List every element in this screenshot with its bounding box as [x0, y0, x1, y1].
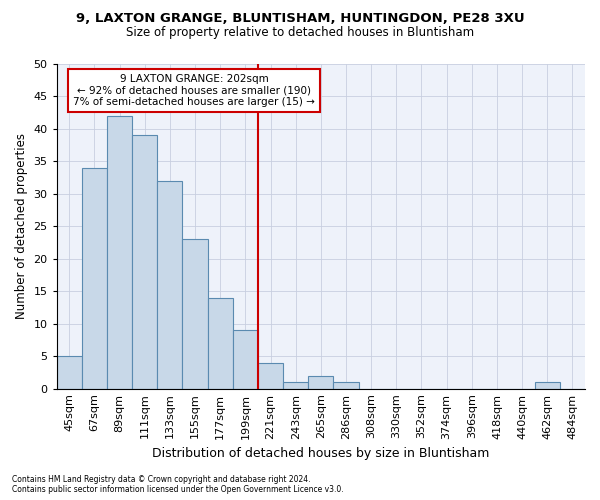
Bar [233, 330, 258, 388]
Text: Contains HM Land Registry data © Crown copyright and database right 2024.: Contains HM Land Registry data © Crown c… [12, 475, 311, 484]
Bar [283, 382, 308, 388]
Bar [182, 240, 208, 388]
X-axis label: Distribution of detached houses by size in Bluntisham: Distribution of detached houses by size … [152, 447, 490, 460]
Bar [157, 181, 182, 388]
Y-axis label: Number of detached properties: Number of detached properties [15, 134, 28, 320]
Bar [334, 382, 359, 388]
Bar [535, 382, 560, 388]
Bar [107, 116, 132, 388]
Bar [308, 376, 334, 388]
Bar [208, 298, 233, 388]
Bar [82, 168, 107, 388]
Text: 9 LAXTON GRANGE: 202sqm
← 92% of detached houses are smaller (190)
7% of semi-de: 9 LAXTON GRANGE: 202sqm ← 92% of detache… [73, 74, 315, 107]
Bar [132, 136, 157, 388]
Bar [57, 356, 82, 388]
Bar [258, 362, 283, 388]
Text: Contains public sector information licensed under the Open Government Licence v3: Contains public sector information licen… [12, 485, 344, 494]
Text: 9, LAXTON GRANGE, BLUNTISHAM, HUNTINGDON, PE28 3XU: 9, LAXTON GRANGE, BLUNTISHAM, HUNTINGDON… [76, 12, 524, 26]
Text: Size of property relative to detached houses in Bluntisham: Size of property relative to detached ho… [126, 26, 474, 39]
